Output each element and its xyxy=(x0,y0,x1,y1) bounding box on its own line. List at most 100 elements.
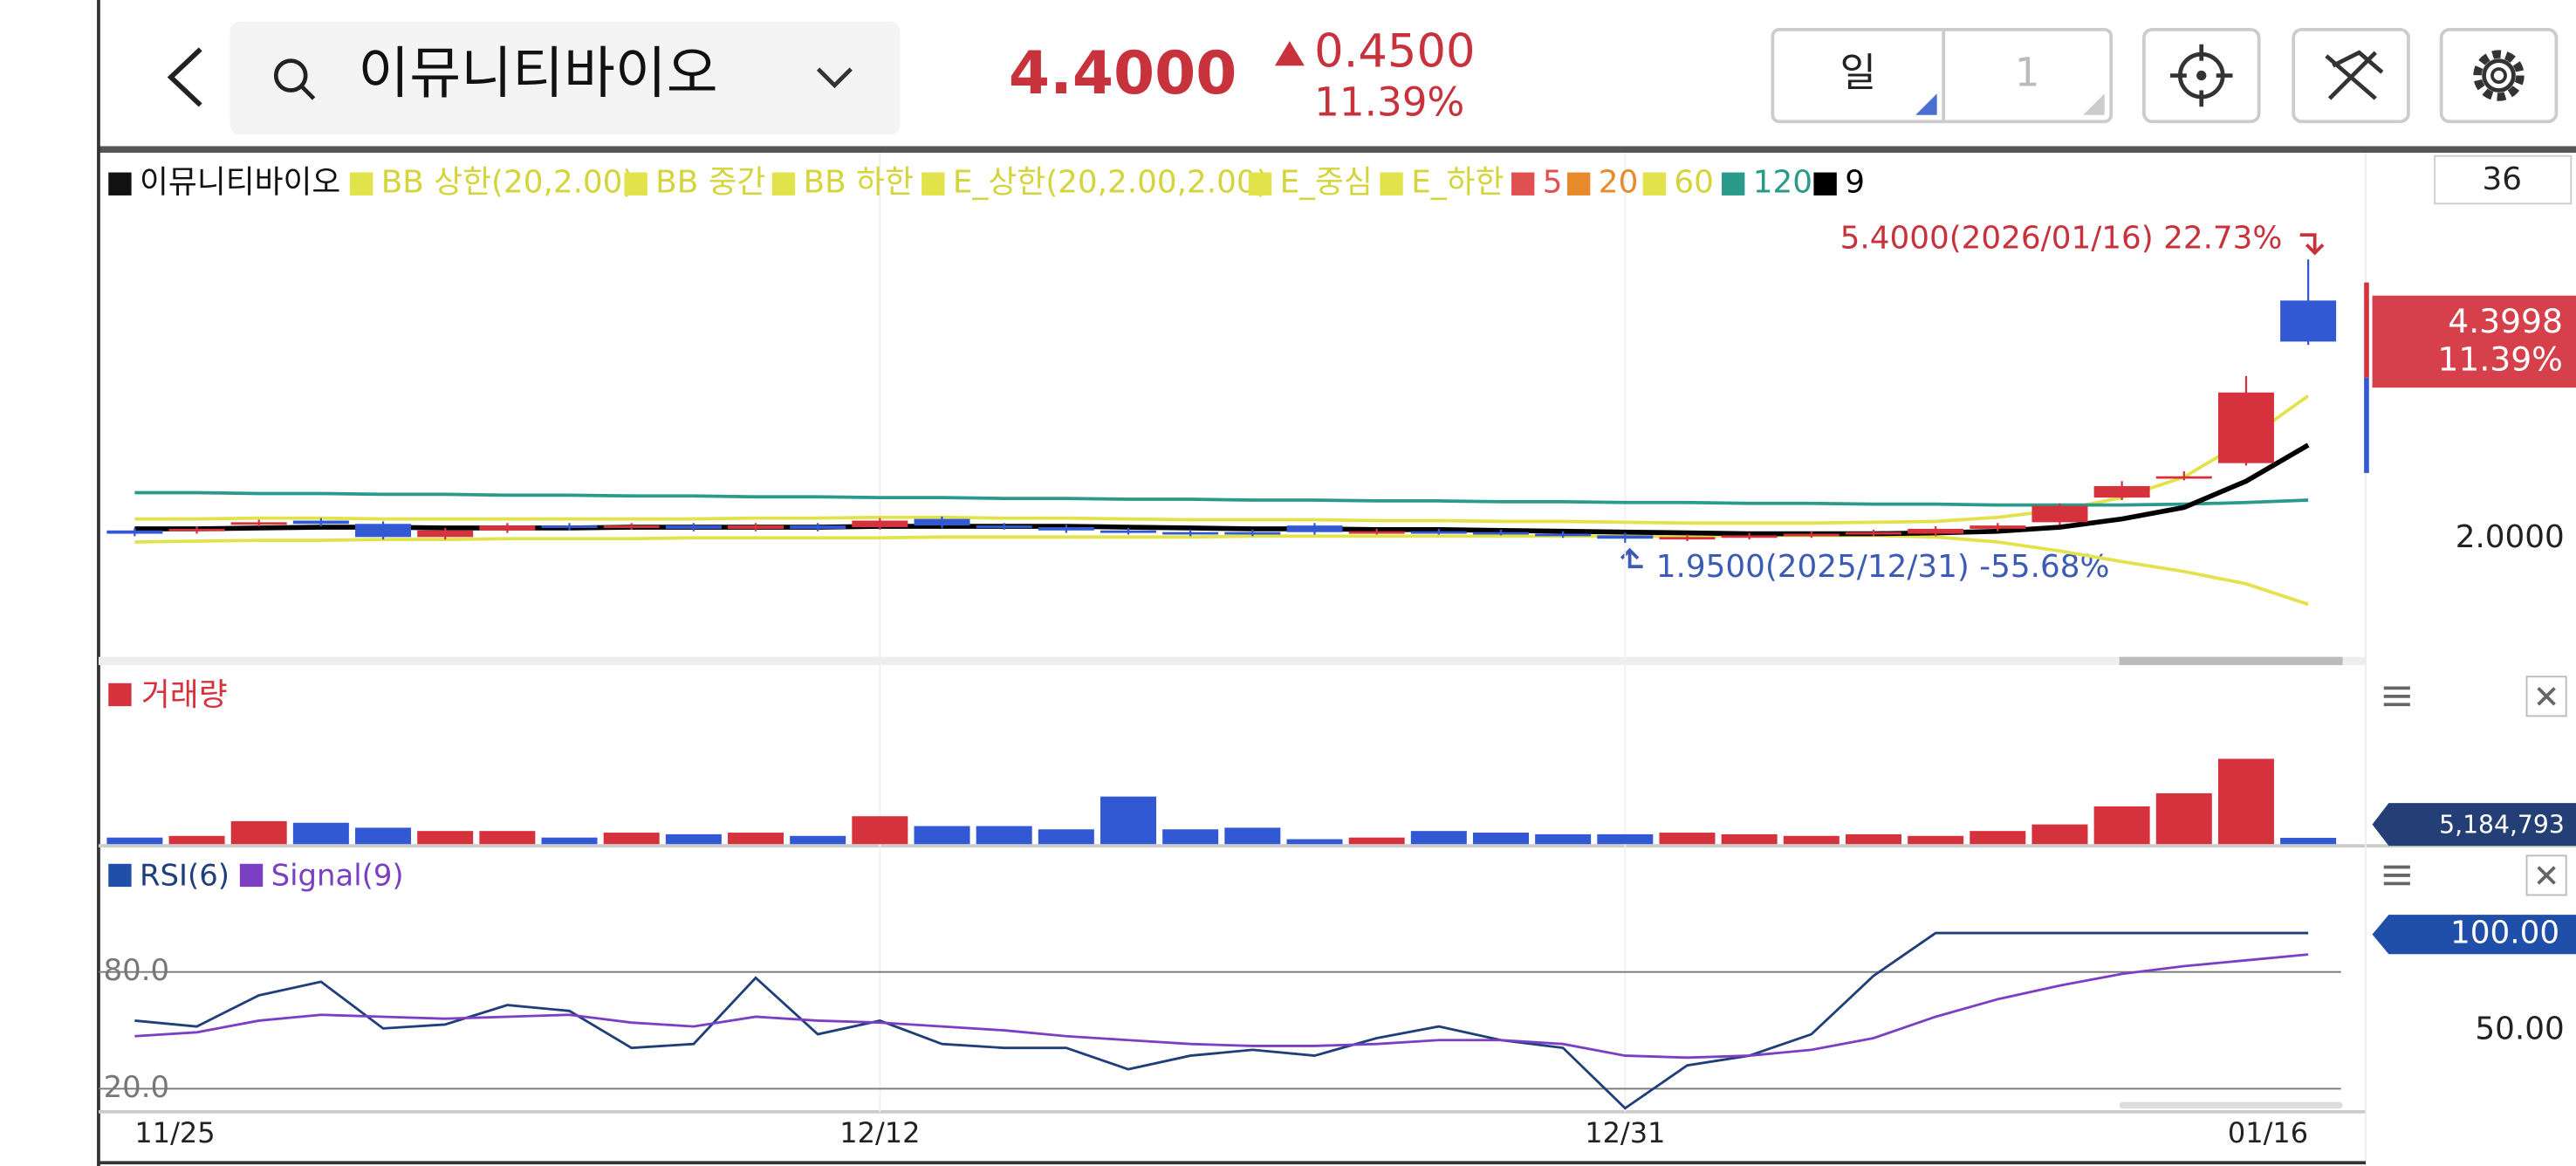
menu-icon[interactable] xyxy=(2383,686,2410,707)
legend-label: BB 중간 xyxy=(655,165,765,201)
volume-bar xyxy=(355,827,412,845)
legend-swatch xyxy=(921,172,945,195)
candle-body xyxy=(292,520,349,525)
volume-bar xyxy=(1224,827,1281,845)
count-box[interactable] xyxy=(2434,154,2573,205)
volume-bar xyxy=(1100,796,1157,845)
legend-label: 이뮤니티바이오 xyxy=(140,165,340,201)
candle-body xyxy=(1162,532,1219,535)
volume-bar xyxy=(1286,839,1343,845)
menu-icon[interactable] xyxy=(2383,865,2410,886)
volume-bar xyxy=(2093,806,2150,845)
visible-count: 36 xyxy=(2483,161,2523,197)
candle-body xyxy=(168,528,225,532)
low-arrow xyxy=(1620,547,1643,569)
legend-swatch xyxy=(1380,172,1403,195)
search-box[interactable] xyxy=(230,21,901,135)
change-pct: 11.39% xyxy=(1314,79,1464,125)
candle-body xyxy=(1659,537,1716,540)
volume-bar xyxy=(2217,758,2274,845)
change: 0.4500 xyxy=(1314,25,1475,79)
close-icon xyxy=(2537,866,2556,885)
crosshair-icon xyxy=(2169,44,2233,107)
x-tick-label: 01/16 xyxy=(2228,1116,2308,1149)
scrollbar[interactable] xyxy=(2119,1101,2343,1109)
candle-body xyxy=(2280,300,2337,342)
volume-bar xyxy=(168,835,225,845)
volume-bar xyxy=(1721,833,1778,845)
rsi-last: 100.00 xyxy=(2450,916,2559,951)
candle-body xyxy=(603,525,660,528)
settings-icon xyxy=(2490,67,2507,84)
search-icon xyxy=(300,86,316,100)
x-tick-label: 12/31 xyxy=(1585,1116,1665,1149)
legend-swatch xyxy=(108,682,132,707)
y2-tick-label: 50.00 xyxy=(2475,1012,2564,1047)
legend-label: E_중심 xyxy=(1280,165,1373,201)
volume-bar xyxy=(541,837,598,845)
volume-bar xyxy=(728,833,784,845)
scrollbar[interactable] xyxy=(2119,656,2343,666)
volume-bar xyxy=(914,826,970,845)
period[interactable]: 일 xyxy=(1840,50,1877,96)
legend-label: E_하한 xyxy=(1411,165,1504,201)
candle-body xyxy=(1348,531,1405,534)
indicator-line xyxy=(134,490,2309,507)
indicator-line xyxy=(134,533,2309,607)
candle-body xyxy=(852,520,908,528)
candle-body xyxy=(790,525,846,529)
legend-label: BB 하한 xyxy=(804,165,914,201)
period-count[interactable]: 1 xyxy=(2015,50,2040,96)
volume-bar xyxy=(1845,833,1901,845)
candle-body xyxy=(479,525,536,531)
volume-bar xyxy=(230,820,287,845)
dropdown-icon[interactable] xyxy=(816,67,853,89)
rsi-line xyxy=(134,953,2309,1060)
indicator-line xyxy=(134,394,2310,525)
panel-divider xyxy=(98,656,2367,666)
volume-bar xyxy=(1162,829,1219,845)
volume-legend: 거래량 xyxy=(141,677,228,713)
candle-body xyxy=(1970,525,2026,529)
price: 4.4000 xyxy=(1009,38,1237,107)
legend-label: 5 xyxy=(1543,165,1563,201)
candle-body xyxy=(1410,531,1467,534)
candle-body xyxy=(1286,525,1343,532)
close-icon xyxy=(2537,687,2556,706)
range-bar xyxy=(2364,377,2369,473)
settings-icon xyxy=(2482,58,2516,93)
candle-body xyxy=(355,524,412,538)
candle-body xyxy=(1845,532,1901,535)
rsi-marker xyxy=(2372,915,2576,955)
legend-swatch xyxy=(1722,172,1745,195)
legend-label: 9 xyxy=(1845,165,1865,201)
legend-label: Signal(9) xyxy=(271,858,404,892)
volume-bar xyxy=(1535,833,1592,845)
legend-swatch xyxy=(350,172,373,195)
volume-bar xyxy=(852,816,908,845)
candle-body xyxy=(914,518,970,526)
settings-button[interactable] xyxy=(2439,27,2559,124)
volume-bar xyxy=(1908,835,1964,845)
legend-swatch xyxy=(1248,172,1272,195)
volume-bar xyxy=(292,822,349,845)
volume-bar xyxy=(1348,837,1405,845)
x-tick-label: 12/12 xyxy=(839,1116,920,1149)
back-button[interactable] xyxy=(167,47,202,107)
candle-body xyxy=(541,525,598,528)
volume-bar xyxy=(665,833,722,845)
price-marker xyxy=(2372,295,2576,388)
volume-bar xyxy=(1783,835,1840,845)
y-tick-label: 20.0 xyxy=(104,1070,169,1104)
legend-swatch xyxy=(1511,172,1535,195)
candle-body xyxy=(1472,532,1529,535)
close-button[interactable] xyxy=(2525,676,2567,717)
range-bar xyxy=(2364,282,2369,378)
y-tick-label: 2.0000 xyxy=(2456,519,2565,555)
search-icon xyxy=(273,58,308,93)
low-annotation: 1.9500(2025/12/31) -55.68% xyxy=(1656,549,2110,585)
candle-body xyxy=(230,522,287,525)
candle-body xyxy=(728,525,784,529)
